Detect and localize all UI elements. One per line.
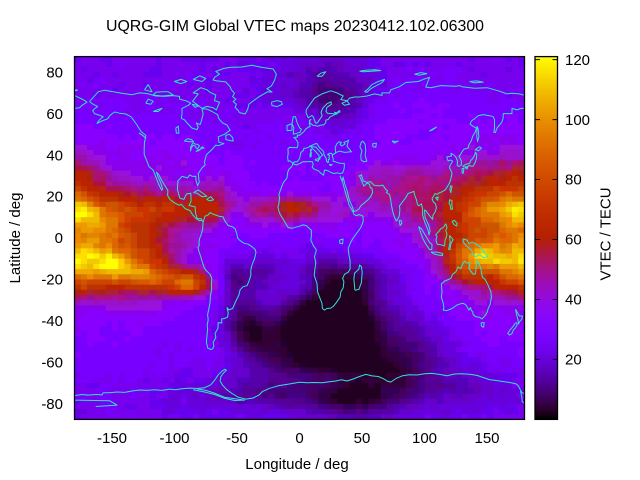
- svg-text:60: 60: [565, 232, 582, 249]
- svg-text:-60: -60: [41, 355, 63, 372]
- svg-text:-150: -150: [97, 430, 127, 447]
- svg-text:-100: -100: [159, 430, 189, 447]
- svg-text:VTEC / TECU: VTEC / TECU: [598, 187, 615, 280]
- svg-text:-80: -80: [41, 396, 63, 413]
- svg-text:-40: -40: [41, 313, 63, 330]
- svg-text:50: 50: [354, 430, 371, 447]
- svg-text:20: 20: [46, 189, 63, 206]
- svg-text:120: 120: [565, 52, 590, 69]
- svg-text:UQRG-GIM Global VTEC maps 2023: UQRG-GIM Global VTEC maps 20230412.102.0…: [106, 18, 484, 35]
- svg-text:0: 0: [295, 430, 303, 447]
- svg-text:40: 40: [565, 292, 582, 309]
- svg-text:80: 80: [46, 64, 63, 81]
- svg-text:Longitude / deg: Longitude / deg: [245, 456, 348, 473]
- svg-text:100: 100: [412, 430, 437, 447]
- svg-text:0: 0: [55, 230, 63, 247]
- svg-text:20: 20: [565, 352, 582, 369]
- svg-text:-50: -50: [226, 430, 248, 447]
- svg-text:Latitude / deg: Latitude / deg: [7, 193, 24, 284]
- svg-text:60: 60: [46, 106, 63, 123]
- svg-text:-20: -20: [41, 272, 63, 289]
- svg-text:80: 80: [565, 172, 582, 189]
- svg-text:100: 100: [565, 112, 590, 129]
- svg-text:40: 40: [46, 147, 63, 164]
- svg-text:150: 150: [474, 430, 499, 447]
